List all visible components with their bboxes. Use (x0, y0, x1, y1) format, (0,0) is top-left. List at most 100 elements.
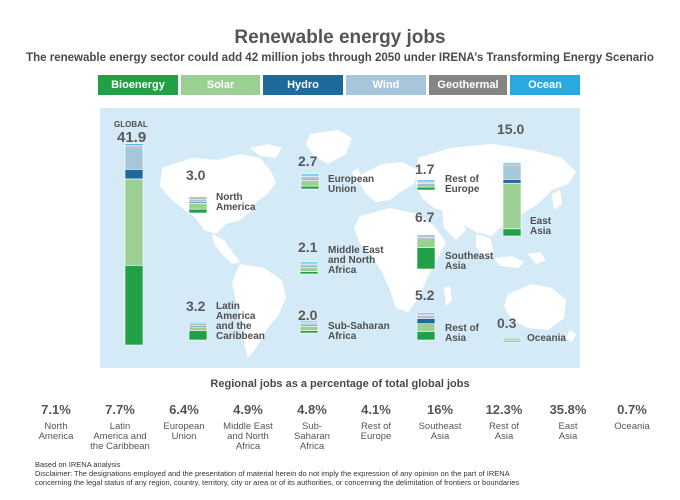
bar-segment-middle_east_north_africa-solar (299, 266, 319, 272)
percentage-value: 35.8% (549, 402, 587, 417)
value-label-global: 41.9 (117, 129, 147, 146)
percentage-value: 16% (426, 402, 454, 417)
percentage-cell: 7.1% North America (24, 402, 88, 442)
legend-item-wind: Wind (346, 75, 426, 95)
legend-item-bioenergy: Bioenergy (98, 75, 178, 95)
bar-segment-middle_east_north_africa-bioenergy (299, 271, 319, 275)
percentage-region-name: Oceania (614, 421, 650, 432)
bar-segment-east_asia-hydro (502, 179, 522, 184)
percentage-region-name: East Asia (558, 421, 578, 442)
bar-segment-north_america-wind (188, 198, 208, 203)
percentage-cell: 16% Southeast Asia (408, 402, 472, 442)
bar-segment-global-wind (124, 146, 144, 170)
value-label-southeast_asia: 6.7 (415, 209, 435, 225)
bar-segment-rest_of_asia-bioenergy (416, 331, 436, 341)
percentage-region-name: North America (38, 421, 74, 442)
bar-segment-north_america-bioenergy (188, 208, 208, 214)
footer-disclaimer-line-1: Disclaimer: The designations employed an… (35, 469, 510, 478)
value-label-east_asia: 15.0 (497, 121, 525, 137)
bar-segment-rest_of_europe-ocean (416, 179, 436, 182)
bar-segment-global-solar (124, 178, 144, 266)
world-map-panel (100, 108, 580, 368)
chart-legend: Bioenergy Solar Hydro Wind Geothermal Ocean (98, 75, 580, 95)
region-label-latin_america_caribbean: Latin America and the Caribbean (216, 301, 265, 342)
bar-segment-north_america-ocean (188, 196, 208, 199)
percentage-region-name: Sub- Saharan Africa (294, 421, 330, 452)
bar-segment-rest_of_asia-hydro (416, 318, 436, 324)
value-label-rest_of_europe: 1.7 (415, 161, 435, 177)
percentage-cell: 12.3% Rest of Asia (472, 402, 536, 442)
percentage-region-name: Latin America and the Caribbean (90, 421, 150, 452)
percentage-value: 6.4% (169, 402, 199, 417)
legend-item-solar: Solar (181, 75, 260, 95)
region-label-european_union: European Union (328, 174, 375, 195)
bar-segment-east_asia-ocean (502, 162, 522, 165)
value-label-latin_america_caribbean: 3.2 (186, 298, 206, 314)
bar-segment-latin_america_caribbean-solar (188, 327, 208, 331)
percentage-region-name: Southeast Asia (418, 421, 462, 442)
percentage-value: 4.8% (297, 402, 327, 417)
region-label-north_america: North America (216, 192, 256, 213)
bar-segment-rest_of_asia-wind (416, 315, 436, 319)
value-label-middle_east_north_africa: 2.1 (298, 239, 318, 255)
bar-segment-european_union-ocean (300, 173, 320, 176)
bar-segment-european_union-solar (300, 180, 320, 187)
bar-segment-sub_saharan_africa-ocean (299, 320, 319, 323)
bar-segment-rest_of_europe-bioenergy (416, 186, 436, 191)
legend-item-ocean: Ocean (510, 75, 580, 95)
region-label-east_asia: East Asia (530, 216, 552, 237)
bar-segment-sub_saharan_africa-bioenergy (299, 330, 319, 334)
bar-segment-european_union-wind (300, 175, 320, 180)
region-label-oceania: Oceania (527, 333, 566, 344)
bar-segment-rest_of_asia-ocean (416, 312, 436, 315)
percentage-value: 7.7% (105, 402, 135, 417)
percentages-row: 7.1% North America 7.7% Latin America and t… (24, 402, 664, 462)
percentage-value: 4.1% (361, 402, 391, 417)
region-label-rest_of_asia: Rest of Asia (445, 323, 479, 344)
value-label-european_union: 2.7 (298, 153, 318, 169)
percentage-cell: 7.7% Latin America and the Caribbean (88, 402, 152, 452)
bar-segment-latin_america_caribbean-bioenergy (188, 330, 208, 341)
bar-segment-north_america-solar (188, 203, 208, 210)
bar-segment-european_union-bioenergy (300, 185, 320, 190)
percentage-region-name: European Union (163, 421, 205, 442)
percentage-value: 12.3% (485, 402, 523, 417)
bar-segment-southeast_asia-ocean (416, 234, 436, 237)
percentage-cell: 35.8% East Asia (536, 402, 600, 442)
value-label-north_america: 3.0 (186, 167, 206, 183)
bar-segment-southeast_asia-bioenergy (416, 247, 436, 270)
percentage-value: 7.1% (41, 402, 71, 417)
percentage-cell: 4.9% Middle East and North Africa (216, 402, 280, 452)
bar-segment-global-hydro (124, 169, 144, 180)
page-title: Renewable energy jobs (234, 27, 446, 48)
percentages-title: Regional jobs as a percentage of total g… (210, 378, 470, 390)
world-map-icon (160, 130, 576, 358)
bar-segment-middle_east_north_africa-ocean (299, 261, 319, 264)
percentage-value: 0.7% (617, 402, 647, 417)
global-tag: GLOBAL (114, 120, 148, 129)
bar-segment-southeast_asia-solar (416, 239, 436, 248)
region-label-rest_of_europe: Rest of Europe (445, 174, 480, 195)
footer-disclaimer-line-2: concerning the legal status of any regio… (35, 478, 520, 487)
bar-segment-rest_of_asia-solar (416, 323, 436, 332)
value-label-sub_saharan_africa: 2.0 (298, 307, 318, 323)
bar-segment-oceania-wind (502, 336, 522, 339)
bar-segment-sub_saharan_africa-solar (299, 325, 319, 331)
legend-item-geothermal: Geothermal (429, 75, 507, 95)
percentage-cell: 6.4% European Union (152, 402, 216, 442)
percentage-region-name: Rest of Europe (360, 421, 392, 442)
bar-segment-global-bioenergy (124, 265, 144, 346)
value-label-rest_of_asia: 5.2 (415, 287, 435, 303)
bar-segment-east_asia-bioenergy (502, 228, 522, 237)
value-label-oceania: 0.3 (497, 315, 517, 331)
percentage-cell: 4.1% Rest of Europe (344, 402, 408, 442)
percentage-cell: 4.8% Sub- Saharan Africa (280, 402, 344, 452)
page-subtitle: The renewable energy sector could add 42… (26, 52, 654, 64)
percentage-region-name: Rest of Asia (488, 421, 520, 442)
bar-segment-global-ocean (124, 143, 144, 146)
percentage-value: 4.9% (233, 402, 263, 417)
bar-segment-east_asia-wind (502, 164, 522, 180)
bar-segment-latin_america_caribbean-ocean (188, 322, 208, 324)
bar-segment-east_asia-solar (502, 182, 522, 230)
